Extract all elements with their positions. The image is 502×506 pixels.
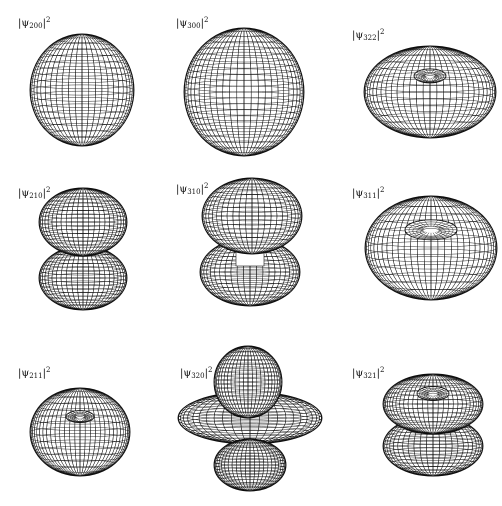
panel-label-300: |ψ300|2 (176, 16, 209, 30)
panel-label-320: |ψ320|2 (180, 366, 213, 380)
panel-label-310: |ψ310|2 (176, 182, 209, 196)
panel-label-321: |ψ321|2 (352, 366, 385, 380)
orbital-210 (38, 187, 128, 311)
panel-label-200: |ψ200|2 (18, 16, 51, 30)
orbital-311 (364, 195, 498, 301)
panel-label-311: |ψ311|2 (352, 186, 385, 200)
panel-label-210: |ψ210|2 (18, 186, 51, 200)
orbital-200 (29, 33, 135, 147)
orbital-300 (183, 27, 305, 157)
orbital-322 (363, 45, 497, 139)
panel-label-322: |ψ322|2 (352, 28, 385, 42)
orbital-310 (199, 177, 303, 307)
orbital-211 (29, 387, 131, 477)
orbital-321 (382, 373, 484, 477)
panel-label-211: |ψ211|2 (18, 366, 51, 380)
orbital-320 (177, 345, 323, 492)
